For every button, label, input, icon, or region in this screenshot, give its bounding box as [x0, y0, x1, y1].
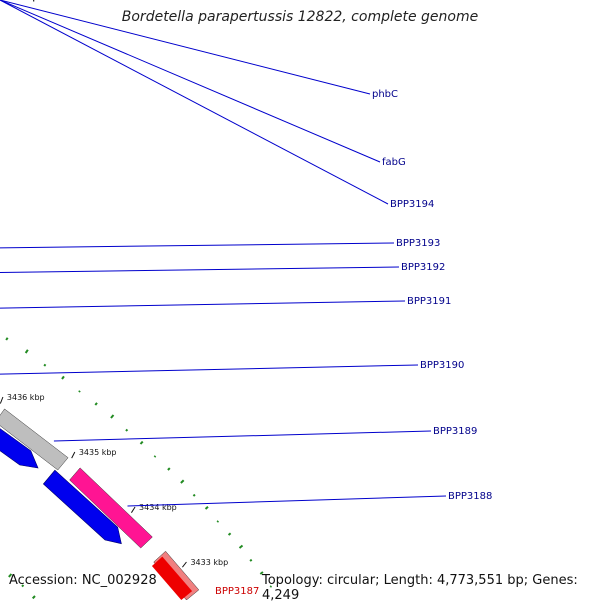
gc-tick: [110, 414, 115, 419]
gc-tick: [180, 479, 185, 484]
tick-mark: [182, 561, 187, 568]
tick-label: 3440 kbp: [0, 0, 38, 2]
tick-mark: [0, 396, 4, 404]
map-title: Bordetella parapertussis 12822, complete…: [121, 9, 479, 25]
cog-cds: [0, 408, 69, 471]
gene-label: phbC: [372, 89, 398, 100]
gene-label-track: phbC fabG BPP3194 BPP3193 BPP3192 BPP3191 BPP3…: [0, 0, 492, 597]
gc-skew-track: [5, 337, 273, 600]
label-leader: [0, 364, 419, 375]
gc-tick: [139, 440, 144, 445]
gc-tick: [24, 349, 29, 354]
gc-tick: [8, 573, 13, 578]
gc-tick: [125, 428, 129, 432]
forward-cds-track: [0, 258, 122, 545]
tick-label: 3436 kbp: [7, 393, 45, 402]
tick-label: 3443 kbp: [0, 0, 38, 2]
gc-tick: [94, 402, 98, 406]
tick-label: 3433 kbp: [190, 558, 228, 567]
forward-cds: [0, 428, 39, 469]
gene-label: BPP3194: [390, 199, 434, 210]
gene-label: BPP3187: [215, 586, 259, 597]
gc-tick: [21, 584, 25, 588]
tick-mark: [71, 451, 76, 459]
accession-text: Accession: NC_002928: [9, 573, 157, 588]
label-leader: [0, 0, 389, 205]
label-leader: [0, 0, 381, 163]
gene-label: BPP3191: [407, 296, 451, 307]
label-leader: [0, 300, 406, 309]
red-cds: [151, 556, 193, 600]
topology-text: Topology: circular; Length: 4,773,551 bp…: [262, 573, 578, 603]
gc-tick: [269, 585, 273, 588]
cog-cds: [69, 467, 153, 549]
gc-tick: [5, 337, 9, 341]
gc-tick: [153, 455, 157, 458]
cog-cds-track: [0, 277, 200, 600]
label-leader: [53, 430, 432, 442]
gc-tick: [43, 363, 47, 367]
gc-tick: [78, 390, 81, 393]
label-leader: [0, 0, 371, 95]
gc-tick: [61, 375, 65, 380]
gene-label: BPP3193: [396, 238, 440, 249]
gene-label: BPP3188: [448, 491, 492, 502]
tick-label: 3442 kbp: [0, 0, 38, 2]
tick-label: 3441 kbp: [0, 0, 38, 2]
label-leader: [0, 242, 395, 249]
gene-label: BPP3189: [433, 426, 477, 437]
gene-label: BPP3190: [420, 360, 464, 371]
gc-tick: [238, 544, 244, 549]
tick-mark: [131, 506, 136, 513]
tick-label: 3435 kbp: [79, 448, 117, 457]
gc-tick: [204, 506, 209, 510]
gc-tick: [31, 595, 36, 600]
gc-tick: [192, 493, 196, 497]
gene-label: fabG: [382, 157, 406, 168]
label-leader: [0, 266, 400, 274]
gc-tick: [249, 558, 253, 562]
gc-tick: [216, 520, 220, 523]
gc-tick: [227, 532, 232, 536]
tick-label: 3434 kbp: [139, 503, 177, 512]
forward-cds: [42, 469, 122, 545]
gene-label: BPP3192: [401, 262, 445, 273]
label-leader: [127, 495, 447, 507]
tick-track: 3443 kbp3442 kbp3441 kbp3440 kbp3439 kbp…: [0, 0, 228, 568]
gc-tick: [259, 571, 264, 575]
gc-tick: [167, 467, 171, 471]
